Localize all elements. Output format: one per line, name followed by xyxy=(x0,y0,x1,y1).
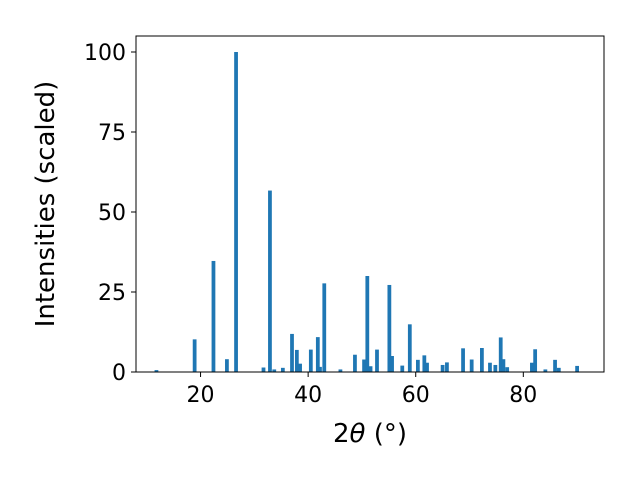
y-tick-label: 0 xyxy=(112,361,126,386)
bar xyxy=(469,359,474,372)
bar xyxy=(365,276,370,372)
bar xyxy=(461,348,465,372)
bar xyxy=(480,348,484,372)
bar xyxy=(318,366,322,372)
bar xyxy=(575,365,579,372)
bar xyxy=(440,364,445,372)
bar xyxy=(556,367,561,372)
bar xyxy=(425,362,429,372)
y-tick-label: 100 xyxy=(84,41,126,66)
bar xyxy=(390,356,394,372)
bar xyxy=(338,369,343,372)
bar xyxy=(154,370,159,372)
bar xyxy=(280,367,285,372)
bar xyxy=(498,337,503,372)
bar xyxy=(501,359,506,372)
bar xyxy=(362,359,366,372)
bar xyxy=(422,355,427,372)
bar xyxy=(407,324,412,372)
bar xyxy=(368,366,373,372)
bar xyxy=(445,362,449,372)
plot-area-frame xyxy=(135,35,605,373)
bar xyxy=(290,333,294,372)
bar xyxy=(234,52,238,372)
bar xyxy=(493,364,498,372)
y-axis-label: Intensities (scaled) xyxy=(31,81,61,328)
x-axis-label: 2θ (°) xyxy=(333,419,407,449)
y-tick-label: 50 xyxy=(98,201,126,226)
bar xyxy=(192,339,197,372)
bar xyxy=(505,367,510,372)
x-tick-label: 20 xyxy=(187,383,215,408)
bar xyxy=(272,369,277,372)
bar xyxy=(298,363,302,372)
bar xyxy=(530,362,534,372)
x-tick-label: 40 xyxy=(294,383,322,408)
bar xyxy=(294,349,299,372)
bar xyxy=(543,369,548,372)
bar xyxy=(261,367,266,372)
bar xyxy=(553,359,557,372)
bar xyxy=(488,362,492,372)
bar xyxy=(315,337,320,372)
bar xyxy=(225,359,229,372)
y-tick-label: 25 xyxy=(98,281,126,306)
bar xyxy=(268,190,272,372)
bar xyxy=(353,354,357,372)
y-tick-label: 75 xyxy=(98,121,126,146)
x-axis-ticks: 20 40 60 80 xyxy=(187,372,537,408)
bar xyxy=(322,283,327,372)
bar xyxy=(211,260,216,372)
bar xyxy=(308,349,313,372)
x-tick-label: 60 xyxy=(402,383,430,408)
bar xyxy=(387,284,392,372)
bar-series xyxy=(154,52,579,372)
bar xyxy=(533,349,538,372)
y-axis-ticks: 0 25 50 75 100 xyxy=(84,41,136,386)
bar xyxy=(400,365,405,372)
bar xyxy=(375,349,379,372)
bar xyxy=(415,359,420,372)
x-tick-label: 80 xyxy=(509,383,537,408)
